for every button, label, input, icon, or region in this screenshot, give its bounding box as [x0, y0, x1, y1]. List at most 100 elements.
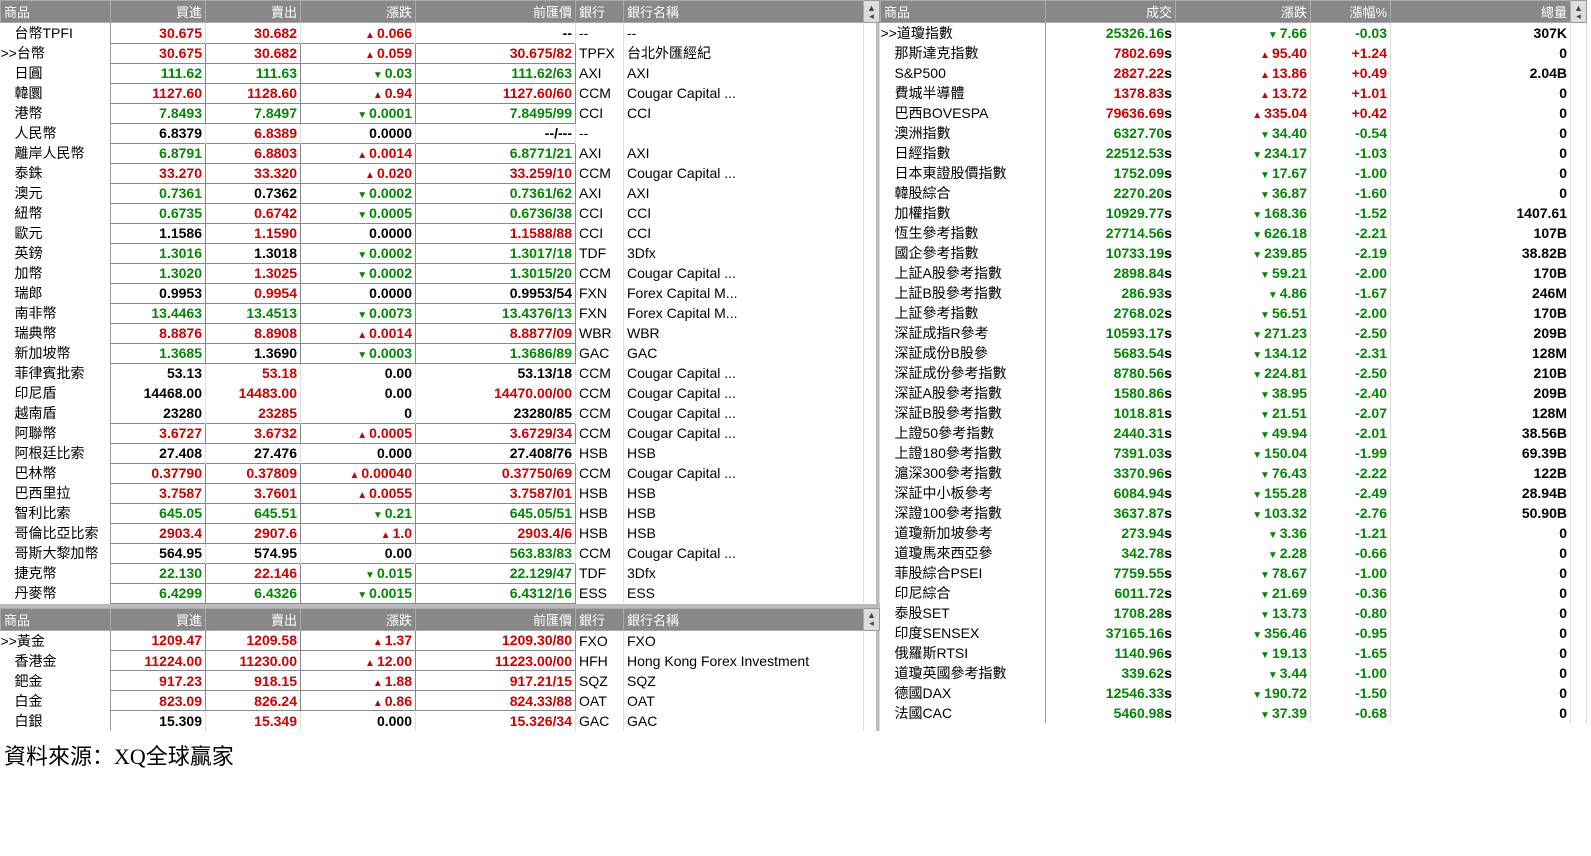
table-row[interactable]: 香港金 11224.00 11230.00 12.00 11223.00/00 …: [1, 651, 880, 671]
table-row[interactable]: 英鎊 1.3016 1.3018 0.0002 1.3017/18 TDF 3D…: [1, 243, 880, 263]
table-row[interactable]: 智利比索 645.05 645.51 0.21 645.05/51 HSB HS…: [1, 503, 880, 523]
table-row[interactable]: 那斯達克指數 7802.69s 95.40 +1.24 0: [881, 43, 1587, 63]
table-row[interactable]: 上證50參考指數 2440.31s 49.94 -2.01 38.56B: [881, 423, 1587, 443]
table-row[interactable]: 深証中小板參考 6084.94s 155.28 -2.49 28.94B: [881, 483, 1587, 503]
col-bid[interactable]: 買進: [111, 608, 206, 630]
table-row[interactable]: 歐元 1.1586 1.1590 0.0000 1.1588/88 CCI CC…: [1, 223, 880, 243]
col-ask[interactable]: 賣出: [206, 608, 301, 630]
col-chg[interactable]: 漲跌: [301, 608, 416, 630]
table-row[interactable]: 印度SENSEX 37165.16s 356.46 -0.95 0: [881, 623, 1587, 643]
table-row[interactable]: 港幣 7.8493 7.8497 0.0001 7.8495/99 CCI CC…: [1, 103, 880, 123]
table-row[interactable]: 日經指數 22512.53s 234.17 -1.03 0: [881, 143, 1587, 163]
col-bankname[interactable]: 銀行名稱: [624, 608, 864, 630]
change-cell: 224.81: [1176, 363, 1311, 383]
table-row[interactable]: 哥倫比亞比索 2903.4 2907.6 1.0 2903.4/6 HSB HS…: [1, 523, 880, 543]
table-row[interactable]: 越南盾 23280 23285 0 23280/85 CCM Cougar Ca…: [1, 403, 880, 423]
metals-table[interactable]: 商品 買進 賣出 漲跌 前匯價 銀行 銀行名稱 ▲◂ >>黃金 1209.47 …: [0, 608, 880, 731]
table-row[interactable]: 道瓊英國參考指數 339.62s 3.44 -1.00 0: [881, 663, 1587, 683]
col-bank[interactable]: 銀行: [576, 1, 624, 23]
table-row[interactable]: 人民幣 6.8379 6.8389 0.0000 --/--- --: [1, 123, 880, 143]
table-row[interactable]: 新加坡幣 1.3685 1.3690 0.0003 1.3686/89 GAC …: [1, 343, 880, 363]
scroll-up-icon[interactable]: ▲◂: [864, 1, 880, 23]
table-row[interactable]: 菲股綜合PSEI 7759.55s 78.67 -1.00 0: [881, 563, 1587, 583]
col-bankname[interactable]: 銀行名稱: [624, 1, 864, 23]
col-price[interactable]: 成交: [1046, 1, 1176, 23]
table-row[interactable]: 加幣 1.3020 1.3025 0.0002 1.3015/20 CCM Co…: [1, 263, 880, 283]
table-row[interactable]: 韓股綜合 2270.20s 36.87 -1.60 0: [881, 183, 1587, 203]
col-ask[interactable]: 賣出: [206, 1, 301, 23]
table-row[interactable]: 印尼綜合 6011.72s 21.69 -0.36 0: [881, 583, 1587, 603]
table-row[interactable]: 菲律賓批索 53.13 53.18 0.00 53.13/18 CCM Coug…: [1, 363, 880, 383]
table-row[interactable]: 澳洲指數 6327.70s 34.40 -0.54 0: [881, 123, 1587, 143]
table-row[interactable]: 瑞典幣 8.8876 8.8908 0.0014 8.8877/09 WBR W…: [1, 323, 880, 343]
bid-cell: 23280: [111, 403, 206, 423]
table-row[interactable]: 深証成份B股參 5683.54s 134.12 -2.31 128M: [881, 343, 1587, 363]
table-row[interactable]: 深証B股參考指數 1018.81s 21.51 -2.07 128M: [881, 403, 1587, 423]
table-row[interactable]: 台幣TPFI 30.675 30.682 0.066 -- -- --: [1, 23, 880, 44]
table-row[interactable]: 巴林幣 0.37790 0.37809 0.00040 0.37750/69 C…: [1, 463, 880, 483]
bid-cell: 11224.00: [111, 651, 206, 671]
table-row[interactable]: 阿根廷比索 27.408 27.476 0.000 27.408/76 HSB …: [1, 443, 880, 463]
table-row[interactable]: 加權指數 10929.77s 168.36 -1.52 1407.61: [881, 203, 1587, 223]
table-row[interactable]: 日圓 111.62 111.63 0.03 111.62/63 AXI AXI: [1, 63, 880, 83]
table-row[interactable]: S&P500 2827.22s 13.86 +0.49 2.04B: [881, 63, 1587, 83]
table-row[interactable]: 國企參考指數 10733.19s 239.85 -2.19 38.82B: [881, 243, 1587, 263]
scroll-up-icon[interactable]: ▲◂: [1571, 1, 1587, 23]
col-prev[interactable]: 前匯價: [416, 608, 576, 630]
index-table[interactable]: 商品 成交 漲跌 漲幅% 總量 ▲◂ >>道瓊指數 25326.16s 7.66…: [880, 0, 1587, 723]
fx-table[interactable]: 商品 買進 賣出 漲跌 前匯價 銀行 銀行名稱 ▲◂ 台幣TPFI 30.675…: [0, 0, 880, 604]
table-row[interactable]: 上証A股參考指數 2898.84s 59.21 -2.00 170B: [881, 263, 1587, 283]
table-row[interactable]: 離岸人民幣 6.8791 6.8803 0.0014 6.8771/21 AXI…: [1, 143, 880, 163]
col-bank[interactable]: 銀行: [576, 608, 624, 630]
table-row[interactable]: 阿聯幣 3.6727 3.6732 0.0005 3.6729/34 CCM C…: [1, 423, 880, 443]
col-chg[interactable]: 漲跌: [301, 1, 416, 23]
table-row[interactable]: 日本東證股價指數 1752.09s 17.67 -1.00 0: [881, 163, 1587, 183]
col-product[interactable]: 商品: [1, 1, 111, 23]
col-chg[interactable]: 漲跌: [1176, 1, 1311, 23]
table-row[interactable]: 費城半導體 1378.83s 13.72 +1.01 0: [881, 83, 1587, 103]
table-row[interactable]: 白金 823.09 826.24 0.86 824.33/88 OAT OAT: [1, 691, 880, 711]
table-row[interactable]: 德國DAX 12546.33s 190.72 -1.50 0: [881, 683, 1587, 703]
col-product[interactable]: 商品: [1, 608, 111, 630]
table-row[interactable]: >>道瓊指數 25326.16s 7.66 -0.03 307K: [881, 23, 1587, 44]
table-row[interactable]: 恆生參考指數 27714.56s 626.18 -2.21 107B: [881, 223, 1587, 243]
product-name: 阿聯幣: [1, 423, 111, 443]
table-row[interactable]: 白銀 15.309 15.349 0.000 15.326/34 GAC GAC: [1, 711, 880, 731]
col-vol[interactable]: 總量: [1391, 1, 1571, 23]
table-row[interactable]: >>黃金 1209.47 1209.58 1.37 1209.30/80 FXO…: [1, 630, 880, 651]
table-row[interactable]: 滬深300參考指數 3370.96s 76.43 -2.22 122B: [881, 463, 1587, 483]
table-row[interactable]: 紐幣 0.6735 0.6742 0.0005 0.6736/38 CCI CC…: [1, 203, 880, 223]
table-row[interactable]: 法國CAC 5460.98s 37.39 -0.68 0: [881, 703, 1587, 723]
col-prev[interactable]: 前匯價: [416, 1, 576, 23]
table-row[interactable]: 巴西BOVESPA 79636.69s 335.04 +0.42 0: [881, 103, 1587, 123]
table-row[interactable]: 巴西里拉 3.7587 3.7601 0.0055 3.7587/01 HSB …: [1, 483, 880, 503]
table-row[interactable]: 南非幣 13.4463 13.4513 0.0073 13.4376/13 FX…: [1, 303, 880, 323]
table-row[interactable]: 道瓊新加坡參考 273.94s 3.36 -1.21 0: [881, 523, 1587, 543]
table-row[interactable]: 印尼盾 14468.00 14483.00 0.00 14470.00/00 C…: [1, 383, 880, 403]
table-row[interactable]: 深証成份參考指數 8780.56s 224.81 -2.50 210B: [881, 363, 1587, 383]
prev-cell: 563.83/83: [416, 543, 576, 563]
table-row[interactable]: 泰銖 33.270 33.320 0.020 33.259/10 CCM Cou…: [1, 163, 880, 183]
table-row[interactable]: 上証參考指數 2768.02s 56.51 -2.00 170B: [881, 303, 1587, 323]
table-row[interactable]: >>台幣 30.675 30.682 0.059 30.675/82 TPFX …: [1, 43, 880, 63]
table-row[interactable]: 上証B股參考指數 286.93s 4.86 -1.67 246M: [881, 283, 1587, 303]
table-row[interactable]: 深證100參考指數 3637.87s 103.32 -2.76 50.90B: [881, 503, 1587, 523]
table-row[interactable]: 上證180參考指數 7391.03s 150.04 -1.99 69.39B: [881, 443, 1587, 463]
table-row[interactable]: 瑞郎 0.9953 0.9954 0.0000 0.9953/54 FXN Fo…: [1, 283, 880, 303]
table-row[interactable]: 泰股SET 1708.28s 13.73 -0.80 0: [881, 603, 1587, 623]
table-row[interactable]: 澳元 0.7361 0.7362 0.0002 0.7361/62 AXI AX…: [1, 183, 880, 203]
index-name: 道瓊英國參考指數: [881, 663, 1046, 683]
col-pct[interactable]: 漲幅%: [1311, 1, 1391, 23]
table-row[interactable]: 韓圜 1127.60 1128.60 0.94 1127.60/60 CCM C…: [1, 83, 880, 103]
table-row[interactable]: 哥斯大黎加幣 564.95 574.95 0.00 563.83/83 CCM …: [1, 543, 880, 563]
table-row[interactable]: 丹麥幣 6.4299 6.4326 0.0015 6.4312/16 ESS E…: [1, 583, 880, 603]
table-row[interactable]: 深証A股參考指數 1580.86s 38.95 -2.40 209B: [881, 383, 1587, 403]
col-product[interactable]: 商品: [881, 1, 1046, 23]
table-row[interactable]: 深証成指R參考 10593.17s 271.23 -2.50 209B: [881, 323, 1587, 343]
table-row[interactable]: 捷克幣 22.130 22.146 0.015 22.129/47 TDF 3D…: [1, 563, 880, 583]
scroll-up-icon[interactable]: ▲◂: [864, 608, 880, 630]
table-row[interactable]: 道瓊馬來西亞參 342.78s 2.28 -0.66 0: [881, 543, 1587, 563]
col-bid[interactable]: 買進: [111, 1, 206, 23]
table-row[interactable]: 鈀金 917.23 918.15 1.88 917.21/15 SQZ SQZ: [1, 671, 880, 691]
table-row[interactable]: 俄羅斯RTSI 1140.96s 19.13 -1.65 0: [881, 643, 1587, 663]
